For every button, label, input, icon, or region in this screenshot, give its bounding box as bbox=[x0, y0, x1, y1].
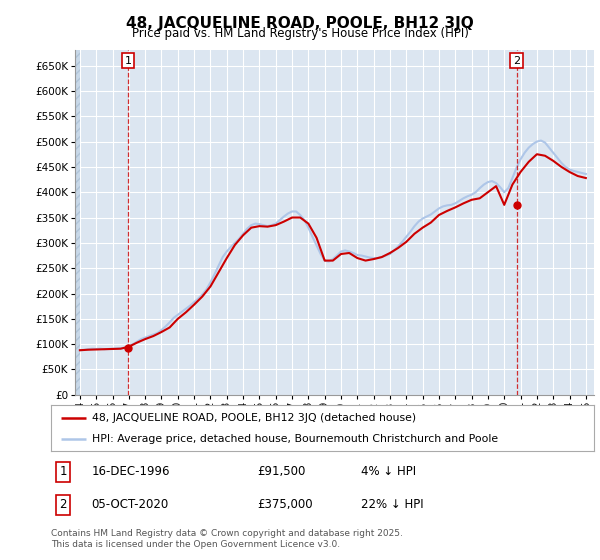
Text: 2: 2 bbox=[513, 55, 520, 66]
Text: 1: 1 bbox=[125, 55, 132, 66]
Text: 48, JACQUELINE ROAD, POOLE, BH12 3JQ (detached house): 48, JACQUELINE ROAD, POOLE, BH12 3JQ (de… bbox=[92, 413, 416, 423]
Bar bbox=[75, 50, 80, 395]
Text: 48, JACQUELINE ROAD, POOLE, BH12 3JQ: 48, JACQUELINE ROAD, POOLE, BH12 3JQ bbox=[126, 16, 474, 31]
Text: Contains HM Land Registry data © Crown copyright and database right 2025.
This d: Contains HM Land Registry data © Crown c… bbox=[51, 529, 403, 549]
Text: HPI: Average price, detached house, Bournemouth Christchurch and Poole: HPI: Average price, detached house, Bour… bbox=[92, 435, 498, 444]
Text: 4% ↓ HPI: 4% ↓ HPI bbox=[361, 465, 416, 478]
Text: Price paid vs. HM Land Registry's House Price Index (HPI): Price paid vs. HM Land Registry's House … bbox=[131, 27, 469, 40]
Text: £91,500: £91,500 bbox=[257, 465, 306, 478]
Text: 16-DEC-1996: 16-DEC-1996 bbox=[92, 465, 170, 478]
Text: 1: 1 bbox=[59, 465, 67, 478]
Text: 2: 2 bbox=[59, 498, 67, 511]
Text: 05-OCT-2020: 05-OCT-2020 bbox=[92, 498, 169, 511]
Text: 22% ↓ HPI: 22% ↓ HPI bbox=[361, 498, 423, 511]
Text: £375,000: £375,000 bbox=[257, 498, 313, 511]
